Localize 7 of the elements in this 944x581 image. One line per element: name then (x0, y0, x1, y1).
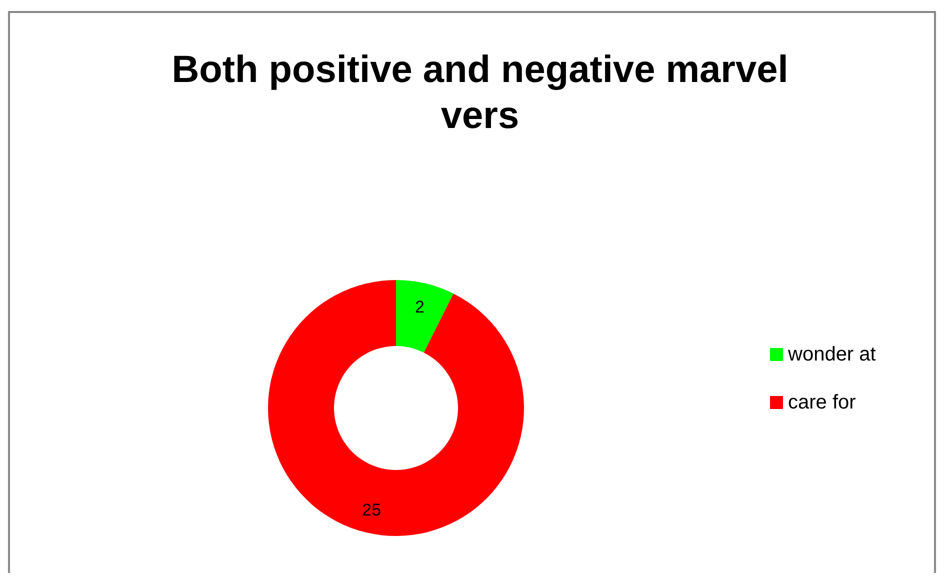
donut-slice (268, 280, 524, 536)
data-label: 2 (415, 297, 424, 316)
legend-label: wonder at (787, 343, 876, 366)
legend-label: care for (788, 391, 856, 414)
chart-title: Both positive and negative marvel vers (172, 49, 788, 137)
donut-slice (396, 280, 454, 353)
data-label: 25 (362, 500, 382, 520)
